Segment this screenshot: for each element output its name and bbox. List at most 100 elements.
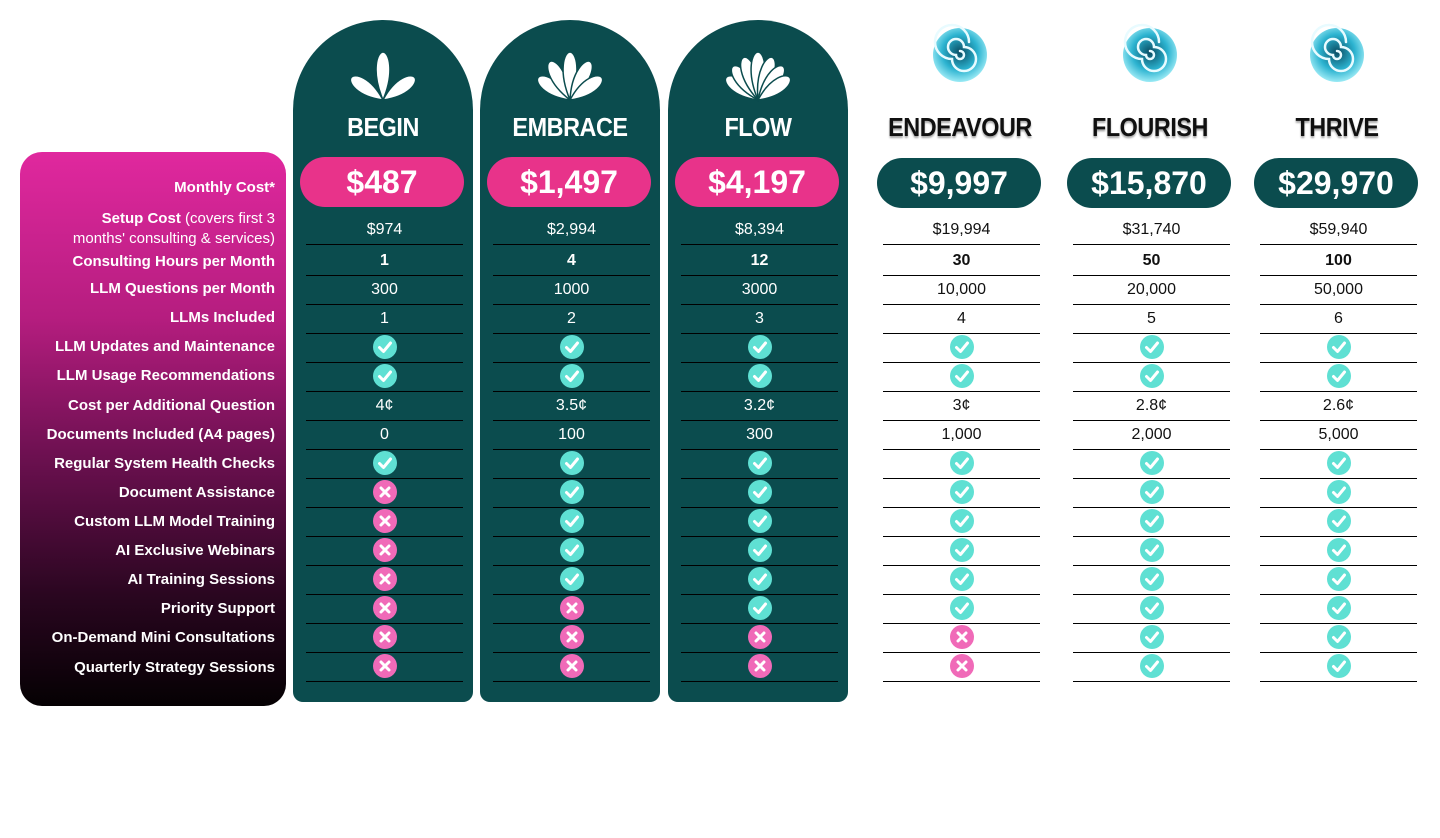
- feature-cell-custom: [681, 507, 838, 537]
- label-cost-per-question: Cost per Additional Question: [68, 397, 275, 414]
- feature-cell-health: [306, 449, 463, 479]
- check-icon: [559, 450, 584, 475]
- check-icon: [372, 334, 397, 359]
- check-icon: [1139, 595, 1164, 620]
- feature-cell-webinars: [1260, 536, 1417, 566]
- check-icon: [1326, 537, 1351, 562]
- check-icon: [1326, 334, 1351, 359]
- feature-cell-doc_assist: [493, 478, 650, 508]
- feature-cell-cost_q: 3¢: [883, 391, 1040, 421]
- feature-cell-questions: 50,000: [1260, 275, 1417, 305]
- check-icon: [1139, 450, 1164, 475]
- check-icon: [747, 508, 772, 533]
- plan-name: FLOW: [724, 112, 792, 142]
- feature-cell-webinars: [1073, 536, 1230, 566]
- label-setup-note-1: (covers first 3: [184, 210, 275, 227]
- feature-cell-mini: [493, 623, 650, 653]
- feature-cell-questions: 20,000: [1073, 275, 1230, 305]
- plan-column-thrive: THRIVE $29,970 $59,940 100 50,000 6 2.6¢ 5,000: [1247, 20, 1427, 702]
- cross-icon: [372, 595, 397, 620]
- feature-cell-llms: 1: [306, 304, 463, 334]
- label-setup-cost: Setup Cost (covers first 3: [102, 209, 275, 228]
- check-icon: [1139, 624, 1164, 649]
- feature-cell-strategy: [883, 652, 1040, 682]
- feature-cell-llms: 4: [883, 304, 1040, 334]
- feature-cell-health: [681, 449, 838, 479]
- feature-cell-priority: [681, 594, 838, 624]
- plan-column-embrace: EMBRACE $1,497 $2,994 4 1000 2 3.5¢ 100: [480, 20, 660, 702]
- label-health-checks: Regular System Health Checks: [54, 455, 275, 472]
- plan-price: $29,970: [1254, 158, 1418, 208]
- swirl-logo-icon: [1060, 22, 1240, 110]
- feature-cell-setup: $59,940: [1260, 215, 1417, 245]
- label-llm-updates: LLM Updates and Maintenance: [54, 338, 275, 355]
- check-icon: [747, 363, 772, 388]
- label-mini-consultations: On-Demand Mini Consultations: [51, 629, 275, 646]
- feature-cell-doc_assist: [681, 478, 838, 508]
- cross-icon: [747, 653, 772, 678]
- plan-name: THRIVE: [1295, 112, 1379, 142]
- feature-cell-training: [493, 565, 650, 595]
- feature-cell-doc_assist: [1260, 478, 1417, 508]
- feature-cell-llms: 5: [1073, 304, 1230, 334]
- check-icon: [747, 479, 772, 504]
- feature-cell-cost_q: 2.6¢: [1260, 391, 1417, 421]
- feature-cell-webinars: [883, 536, 1040, 566]
- check-icon: [372, 450, 397, 475]
- feature-cell-webinars: [493, 536, 650, 566]
- check-icon: [1326, 595, 1351, 620]
- feature-cell-usage: [681, 362, 838, 392]
- check-icon: [1139, 537, 1164, 562]
- label-priority-support: Priority Support: [160, 600, 275, 617]
- cross-icon: [372, 479, 397, 504]
- plan-column-begin: BEGIN $487 $974 1 300 1 4¢ 0: [293, 20, 473, 702]
- feature-cell-training: [1073, 565, 1230, 595]
- check-icon: [1139, 566, 1164, 591]
- feature-cell-questions: 10,000: [883, 275, 1040, 305]
- feature-cell-priority: [306, 594, 463, 624]
- feature-cell-priority: [1260, 594, 1417, 624]
- label-llms-included: LLMs Included: [170, 309, 275, 326]
- feature-cell-priority: [493, 594, 650, 624]
- feature-cell-hours: 50: [1073, 246, 1230, 276]
- cross-icon: [559, 653, 584, 678]
- feature-cell-custom: [1260, 507, 1417, 537]
- plan-name: FLOURISH: [1091, 112, 1208, 142]
- feature-cell-hours: 100: [1260, 246, 1417, 276]
- feature-cell-hours: 4: [493, 246, 650, 276]
- cross-icon: [559, 624, 584, 649]
- feature-cell-setup: $31,740: [1073, 215, 1230, 245]
- check-icon: [1139, 479, 1164, 504]
- feature-cell-cost_q: 3.2¢: [681, 391, 838, 421]
- feature-cell-mini: [1260, 623, 1417, 653]
- check-icon: [1326, 653, 1351, 678]
- plan-name: BEGIN: [347, 112, 419, 142]
- feature-cell-doc_assist: [883, 478, 1040, 508]
- check-icon: [559, 479, 584, 504]
- check-icon: [949, 363, 974, 388]
- cross-icon: [372, 624, 397, 649]
- check-icon: [559, 566, 584, 591]
- plan-price: $15,870: [1067, 158, 1231, 208]
- feature-cell-webinars: [306, 536, 463, 566]
- plan-column-flow: FLOW $4,197 $8,394 12 3000 3 3.2¢ 300: [668, 20, 848, 702]
- feature-cell-strategy: [493, 652, 650, 682]
- feature-cell-usage: [883, 362, 1040, 392]
- plan-name: ENDEAVOUR: [888, 112, 1032, 142]
- cross-icon: [372, 566, 397, 591]
- feature-cell-setup: $974: [306, 215, 463, 245]
- feature-cell-questions: 1000: [493, 275, 650, 305]
- feature-cell-mini: [883, 623, 1040, 653]
- check-icon: [1326, 363, 1351, 388]
- label-setup-note-2: months' consulting & services): [72, 230, 275, 247]
- lotus-logo-icon: [480, 42, 660, 130]
- check-icon: [1326, 566, 1351, 591]
- check-icon: [559, 537, 584, 562]
- feature-cell-custom: [306, 507, 463, 537]
- feature-cell-mini: [1073, 623, 1230, 653]
- label-documents-included: Documents Included (A4 pages): [46, 426, 275, 443]
- feature-cell-custom: [1073, 507, 1230, 537]
- feature-cell-training: [306, 565, 463, 595]
- feature-cell-updates: [681, 333, 838, 363]
- feature-cell-llms: 3: [681, 304, 838, 334]
